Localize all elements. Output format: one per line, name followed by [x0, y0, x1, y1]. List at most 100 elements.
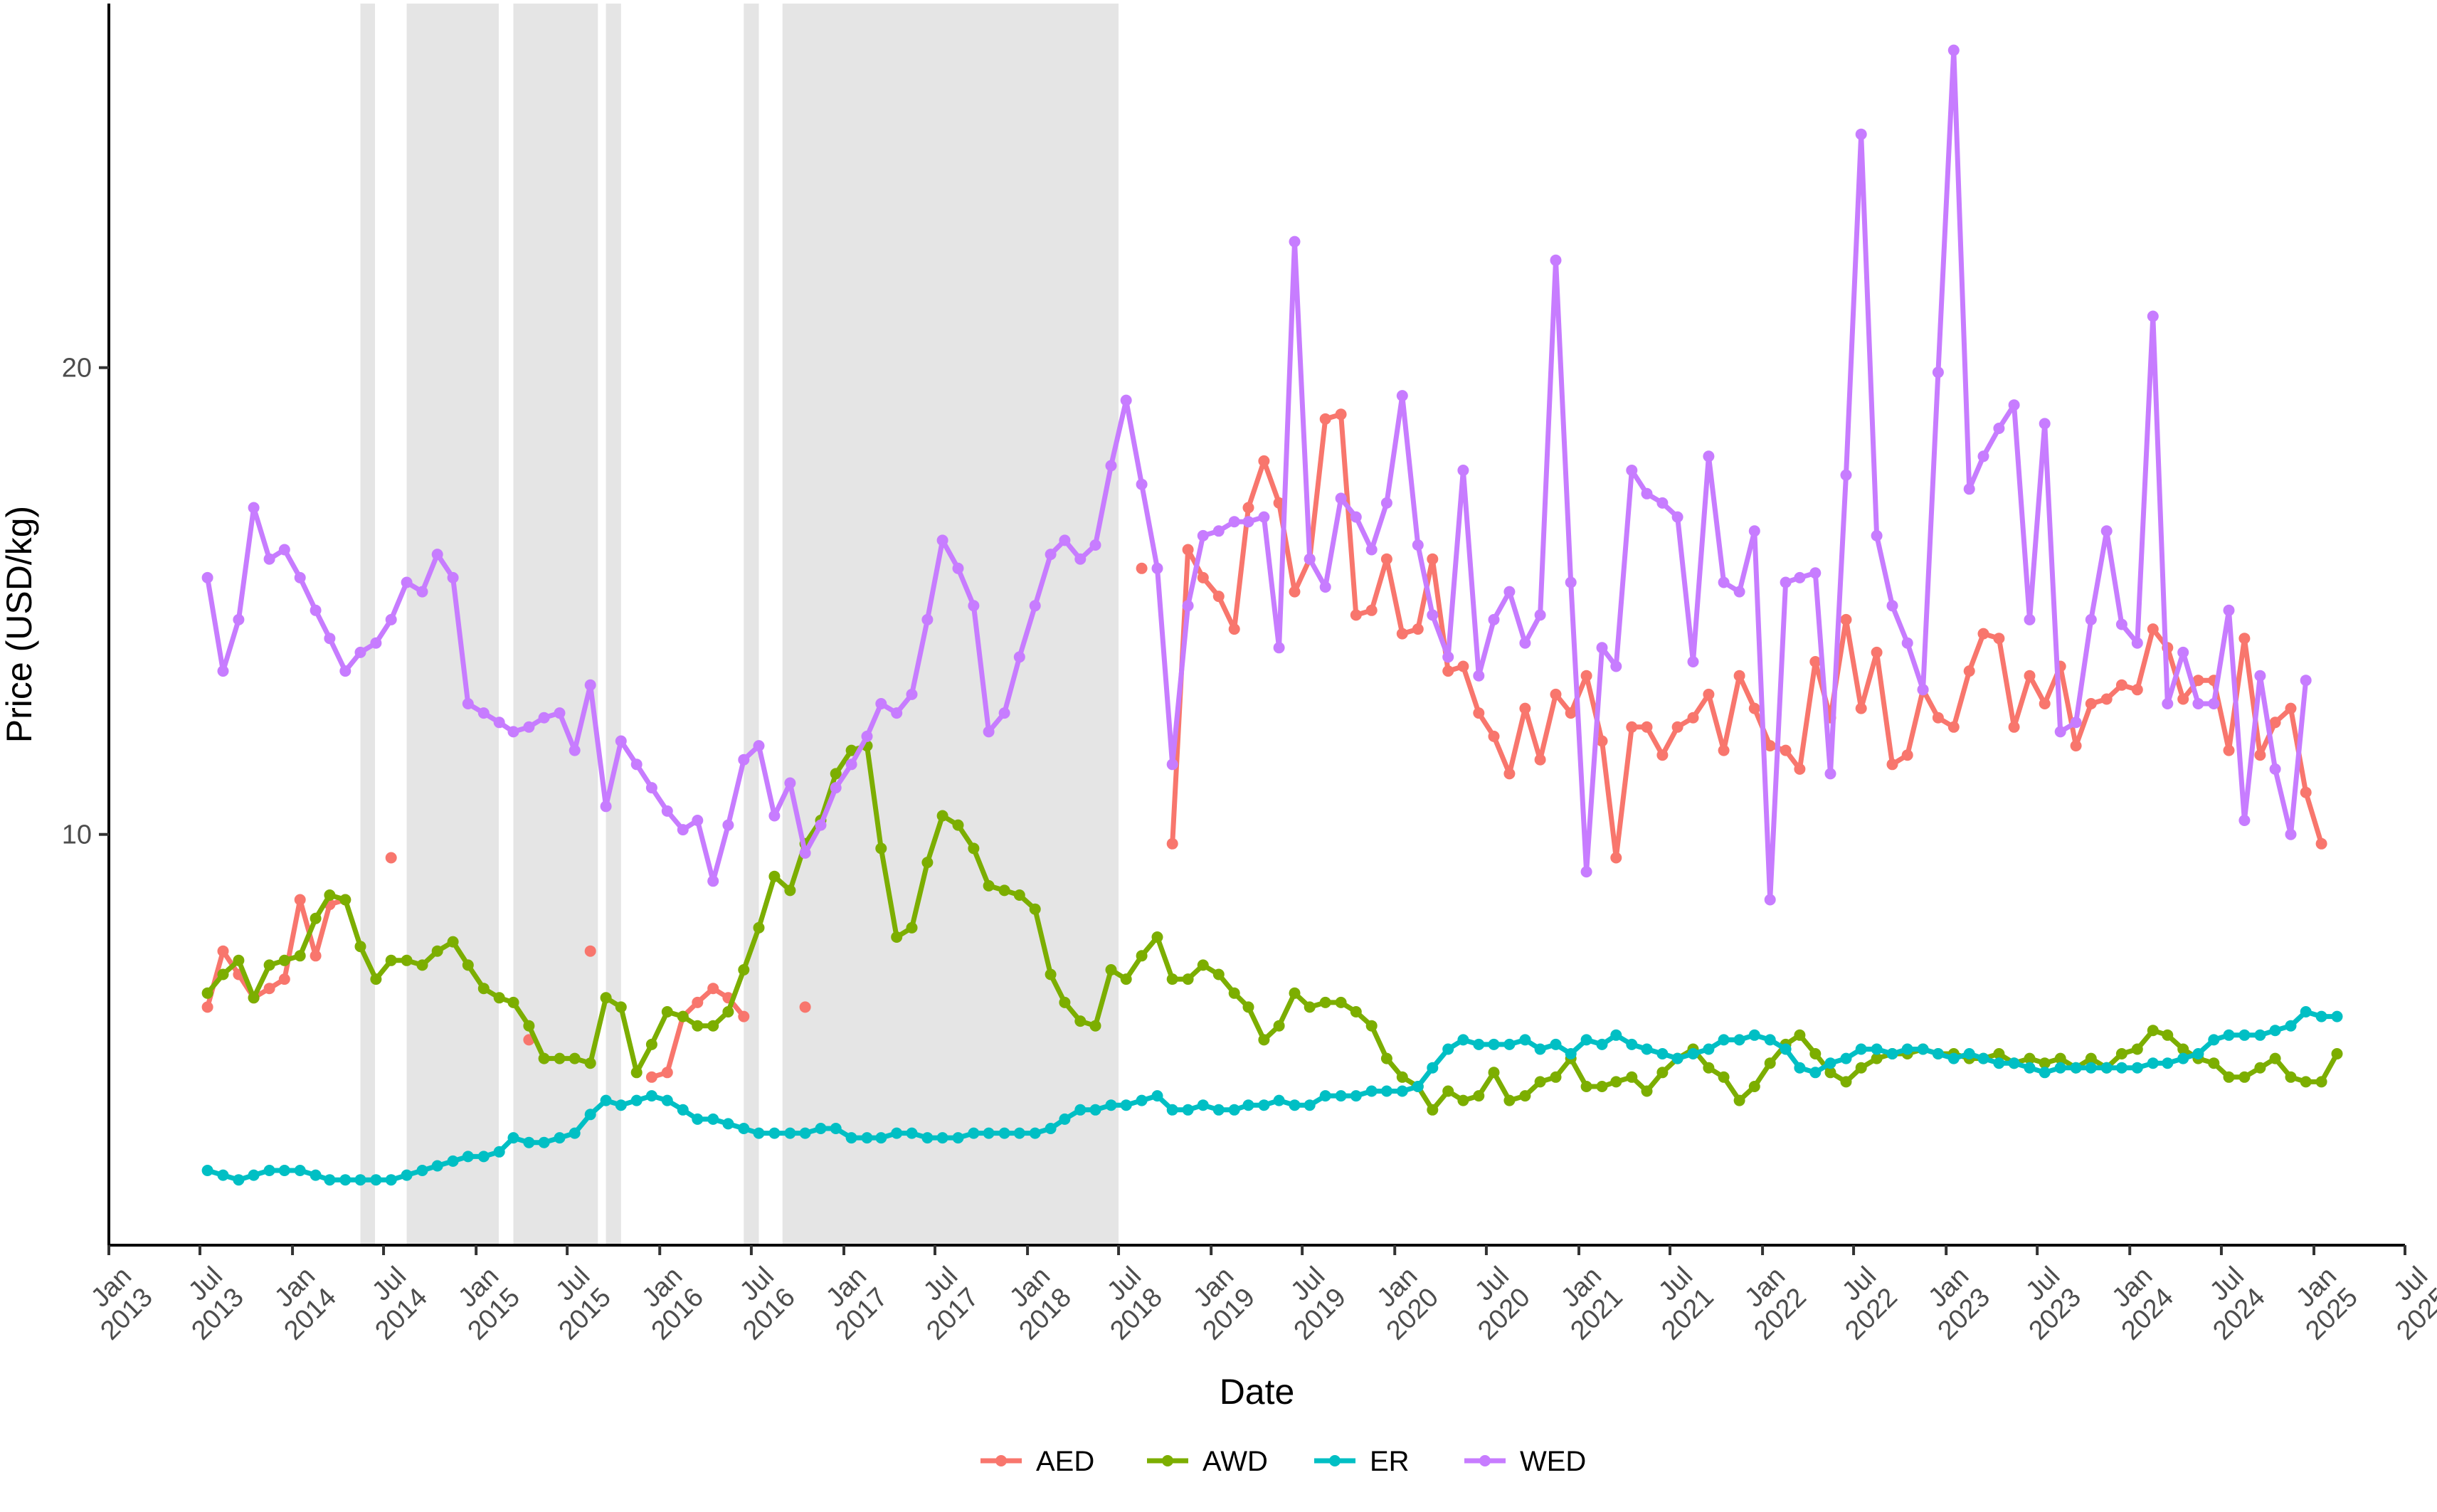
data-point-awd: [1871, 1052, 1883, 1064]
data-point-wed: [1780, 576, 1792, 588]
data-point-aed: [738, 1010, 750, 1022]
data-point-er: [1809, 1067, 1822, 1079]
data-point-aed: [2100, 693, 2113, 705]
data-point-wed: [1212, 525, 1225, 537]
data-point-wed: [310, 604, 322, 616]
data-point-wed: [1947, 44, 1960, 56]
data-point-wed: [707, 875, 719, 887]
data-point-aed: [1412, 623, 1424, 635]
data-point-er: [431, 1160, 443, 1172]
data-point-wed: [1319, 581, 1331, 593]
data-point-wed: [1733, 586, 1745, 598]
shaded-period-1: [360, 4, 376, 1245]
data-point-awd: [661, 1006, 673, 1017]
data-point-awd: [1182, 973, 1194, 985]
data-point-er: [2115, 1062, 2127, 1074]
data-point-er: [1963, 1048, 1975, 1059]
data-point-aed: [1871, 646, 1883, 658]
data-point-awd: [1136, 950, 1148, 962]
data-point-wed: [2008, 399, 2020, 411]
data-point-wed: [2192, 698, 2204, 709]
data-point-awd: [248, 992, 260, 1004]
data-point-wed: [1242, 516, 1254, 528]
data-point-awd: [707, 1020, 719, 1032]
data-point-awd: [1550, 1071, 1562, 1083]
data-point-awd: [477, 983, 490, 995]
data-point-wed: [2024, 613, 2036, 625]
data-point-wed: [263, 553, 275, 565]
data-point-er: [1212, 1104, 1225, 1116]
data-point-aed: [1273, 497, 1285, 509]
data-point-awd: [401, 954, 413, 966]
data-point-wed: [1289, 236, 1301, 248]
axes: [107, 4, 2405, 1247]
data-point-aed: [1687, 712, 1699, 724]
data-point-er: [2085, 1062, 2097, 1074]
data-point-er: [1473, 1038, 1485, 1050]
data-point-er: [1580, 1034, 1592, 1046]
series-wed: [201, 44, 2312, 906]
data-point-er: [1045, 1123, 1057, 1134]
data-point-awd: [201, 987, 213, 999]
data-point-awd: [1809, 1048, 1822, 1059]
data-point-aed: [1794, 763, 1806, 775]
data-point-er: [2300, 1006, 2312, 1017]
data-point-awd: [875, 842, 887, 855]
data-point-wed: [1350, 511, 1362, 523]
data-point-awd: [1319, 996, 1331, 1008]
data-point-er: [1488, 1038, 1500, 1050]
data-point-awd: [1488, 1067, 1500, 1079]
data-point-er: [1901, 1043, 1913, 1055]
data-point-wed: [1932, 366, 1944, 379]
data-point-er: [1197, 1099, 1209, 1111]
data-point-er: [1550, 1038, 1562, 1050]
data-point-wed: [1687, 656, 1699, 667]
data-point-aed: [1228, 623, 1240, 635]
data-point-awd: [370, 973, 382, 985]
data-point-er: [1977, 1052, 1989, 1064]
data-point-er: [2269, 1025, 2281, 1037]
data-point-er: [906, 1127, 918, 1139]
data-point-er: [1151, 1090, 1163, 1102]
data-point-awd: [2024, 1052, 2036, 1064]
data-point-wed: [1519, 637, 1531, 649]
data-point-wed: [722, 819, 734, 831]
data-point-aed: [385, 852, 397, 864]
data-point-wed: [339, 665, 351, 677]
data-point-er: [1319, 1090, 1331, 1102]
data-point-er: [248, 1169, 260, 1181]
data-point-er: [1335, 1090, 1347, 1102]
data-point-er: [233, 1174, 245, 1186]
data-point-wed: [1703, 450, 1715, 462]
data-point-er: [401, 1169, 413, 1181]
data-point-awd: [1703, 1062, 1715, 1074]
data-point-wed: [1089, 539, 1101, 551]
data-point-aed: [1396, 628, 1408, 640]
data-point-er: [447, 1155, 459, 1167]
data-point-wed: [615, 735, 627, 747]
data-point-wed: [462, 698, 474, 709]
data-point-wed: [2269, 763, 2281, 775]
data-point-er: [2008, 1057, 2020, 1069]
legend-key-point: [1479, 1455, 1491, 1466]
data-point-wed: [2070, 717, 2082, 729]
data-point-aed: [1457, 660, 1469, 672]
data-point-er: [554, 1132, 566, 1144]
data-point-aed: [1656, 749, 1669, 761]
data-point-er: [861, 1132, 873, 1144]
data-point-aed: [1703, 688, 1715, 700]
data-point-awd: [2315, 1076, 2327, 1088]
data-point-er: [1534, 1043, 1546, 1055]
data-point-er: [1840, 1052, 1852, 1064]
data-point-er: [569, 1127, 581, 1139]
data-point-awd: [2177, 1043, 2189, 1055]
data-point-er: [2192, 1048, 2204, 1059]
